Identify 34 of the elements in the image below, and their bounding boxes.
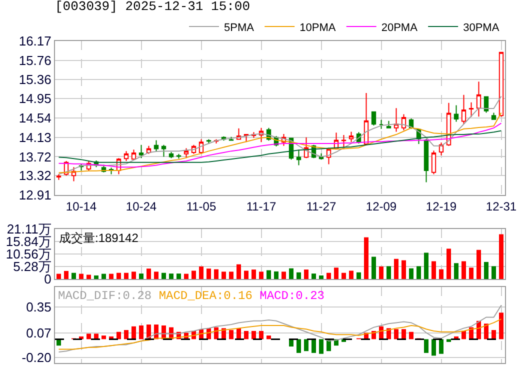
- x-tick-label: 11-05: [186, 199, 216, 214]
- y-tick-label: 15.36: [18, 72, 52, 87]
- y-tick-label: 21.11万: [6, 222, 52, 237]
- legend-label: 5PMA: [224, 22, 255, 34]
- y-tick-label: 13.32: [18, 168, 52, 184]
- chart-title: [003039] 2025-12-31 15:00: [55, 0, 250, 14]
- annotation: 成交量:189142: [59, 231, 139, 245]
- series-label: MACD_DEA:0.16: [158, 289, 252, 303]
- y-tick-label: 14.13: [18, 130, 52, 145]
- y-tick-label: 0: [44, 272, 52, 287]
- x-tick-label: 12-09: [366, 199, 397, 214]
- y-tick-label: 15.76: [18, 52, 52, 68]
- legend-label: 10PMA: [300, 22, 336, 34]
- x-tick-label: 10-14: [66, 199, 97, 214]
- y-tick-label: 0.07: [26, 325, 52, 340]
- y-tick-label: 12.91: [18, 188, 52, 203]
- y-tick-label: 16.17: [18, 34, 52, 49]
- x-tick-label: 12-19: [426, 199, 457, 214]
- legend-label: 30PMA: [463, 22, 500, 34]
- x-tick-label: 11-27: [306, 199, 336, 214]
- y-tick-label: 13.72: [18, 149, 52, 164]
- y-tick-label: 10.56万: [6, 246, 52, 262]
- text: MACD_DIF:0.28: [58, 289, 152, 303]
- y-tick-label: 14.95: [18, 91, 52, 106]
- legend-label: 20PMA: [381, 22, 418, 34]
- annotation: MACD:0.23: [260, 289, 324, 303]
- y-tick-label: 5.28万: [13, 259, 52, 274]
- y-tick-label: 14.54: [18, 110, 52, 126]
- y-tick-label: 15.84万: [6, 234, 52, 250]
- y-tick-label: 0.35: [26, 300, 52, 315]
- x-tick-label: 11-17: [246, 199, 276, 214]
- x-tick-label: 10-24: [126, 199, 157, 214]
- x-tick-label: 12-31: [486, 199, 517, 214]
- y-tick-label: -0.20: [22, 350, 52, 365]
